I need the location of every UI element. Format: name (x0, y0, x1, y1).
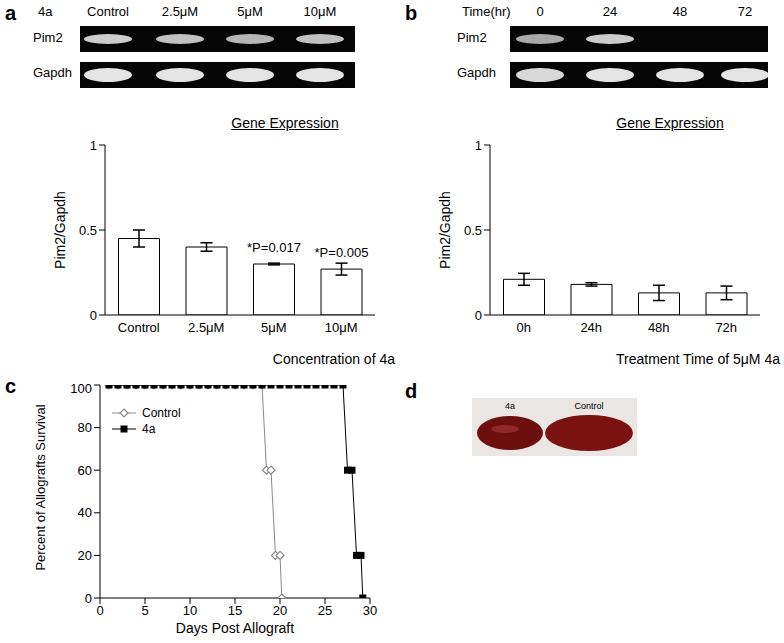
html-text:d: d (405, 380, 418, 402)
svg-text:0h: 0h (517, 320, 531, 335)
svg-text:Control: Control (142, 406, 181, 420)
html-text:Control: Control (87, 4, 129, 19)
svg-text:4a: 4a (142, 422, 156, 436)
svg-text:0: 0 (475, 308, 482, 323)
html-text:Concentration of 4a: Concentration of 4a (272, 351, 395, 367)
svg-text:40: 40 (78, 505, 92, 520)
html-text:4a: 4a (38, 4, 53, 19)
svg-text:0: 0 (96, 603, 103, 618)
svg-text:60: 60 (78, 463, 92, 478)
html-text:Pim2/Gapdh: Pim2/Gapdh (52, 191, 68, 269)
html-text:c: c (5, 375, 17, 397)
html-text:0: 0 (536, 4, 544, 19)
svg-text:2.5μM: 2.5μM (188, 320, 224, 335)
svg-text:4a: 4a (505, 401, 515, 411)
svg-text:20: 20 (78, 548, 92, 563)
html-text:Time(hr): Time(hr) (462, 4, 511, 19)
svg-text:5μM: 5μM (261, 320, 287, 335)
html-text:Treatment Time of 5μM 4a: Treatment Time of 5μM 4a (616, 351, 780, 367)
svg-text:25: 25 (318, 603, 332, 618)
html-text:48: 48 (672, 4, 688, 19)
svg-text:0.5: 0.5 (79, 223, 97, 238)
html-text:72: 72 (737, 4, 753, 19)
svg-text:30: 30 (363, 603, 377, 618)
svg-text:15: 15 (228, 603, 242, 618)
svg-text:0.5: 0.5 (464, 223, 482, 238)
html-text:a: a (5, 2, 17, 24)
html-text:Gapdh: Gapdh (457, 65, 496, 80)
svg-text:20: 20 (273, 603, 287, 618)
svg-text:Control: Control (574, 401, 603, 411)
svg-text:*P=0.017: *P=0.017 (247, 240, 301, 255)
svg-text:10μM: 10μM (325, 320, 358, 335)
html-text:Pim2: Pim2 (457, 30, 487, 45)
html-text:5μM: 5μM (237, 4, 263, 19)
svg-text:5: 5 (141, 603, 148, 618)
svg-text:*P=0.005: *P=0.005 (315, 245, 369, 260)
svg-text:80: 80 (78, 420, 92, 435)
html-text:2.5μM: 2.5μM (161, 4, 199, 19)
html-text:Gapdh: Gapdh (33, 65, 72, 80)
svg-text:48h: 48h (648, 320, 670, 335)
svg-text:10: 10 (183, 603, 197, 618)
svg-text:100: 100 (70, 381, 92, 396)
html-text:Days Post Allograft: Days Post Allograft (175, 620, 295, 636)
html-text:Pim2: Pim2 (33, 30, 63, 45)
html-text:10μM: 10μM (303, 4, 337, 19)
svg-text:72h: 72h (715, 320, 737, 335)
svg-text:Control: Control (118, 320, 160, 335)
svg-text:1: 1 (90, 138, 97, 153)
html-text:b: b (405, 2, 418, 24)
html-text:Pim2/Gapdh: Pim2/Gapdh (437, 191, 453, 269)
svg-text:1: 1 (475, 138, 482, 153)
svg-text:0: 0 (85, 591, 92, 606)
svg-text:0: 0 (90, 308, 97, 323)
html-text:Gene Expression: Gene Expression (616, 115, 724, 131)
html-text:Percent of Allografts Survival: Percent of Allografts Survival (32, 404, 48, 571)
svg-text:24h: 24h (580, 320, 602, 335)
html-text:24: 24 (602, 4, 618, 19)
html-text:Gene Expression: Gene Expression (231, 115, 339, 131)
